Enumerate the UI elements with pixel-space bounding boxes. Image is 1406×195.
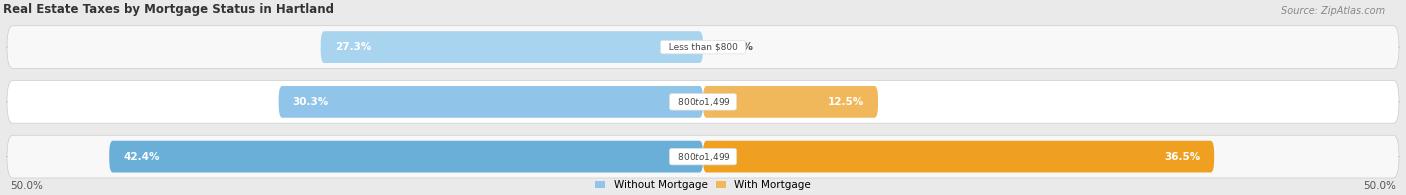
Text: $800 to $1,499: $800 to $1,499 [672, 96, 734, 108]
FancyBboxPatch shape [278, 86, 703, 118]
Text: Source: ZipAtlas.com: Source: ZipAtlas.com [1281, 6, 1385, 16]
FancyBboxPatch shape [7, 81, 1399, 123]
Text: Less than $800: Less than $800 [662, 43, 744, 52]
Text: 36.5%: 36.5% [1164, 152, 1201, 162]
Text: Real Estate Taxes by Mortgage Status in Hartland: Real Estate Taxes by Mortgage Status in … [3, 3, 333, 16]
FancyBboxPatch shape [110, 141, 703, 173]
Text: $800 to $1,499: $800 to $1,499 [672, 151, 734, 163]
Text: 42.4%: 42.4% [124, 152, 160, 162]
Text: 30.3%: 30.3% [292, 97, 329, 107]
FancyBboxPatch shape [7, 135, 1399, 178]
Text: 0.0%: 0.0% [724, 42, 754, 52]
FancyBboxPatch shape [703, 86, 879, 118]
Text: 50.0%: 50.0% [1364, 181, 1396, 191]
Text: 12.5%: 12.5% [828, 97, 865, 107]
FancyBboxPatch shape [321, 31, 703, 63]
Text: 50.0%: 50.0% [10, 181, 42, 191]
FancyBboxPatch shape [7, 26, 1399, 68]
Text: 27.3%: 27.3% [335, 42, 371, 52]
Legend: Without Mortgage, With Mortgage: Without Mortgage, With Mortgage [595, 180, 811, 191]
FancyBboxPatch shape [703, 141, 1215, 173]
